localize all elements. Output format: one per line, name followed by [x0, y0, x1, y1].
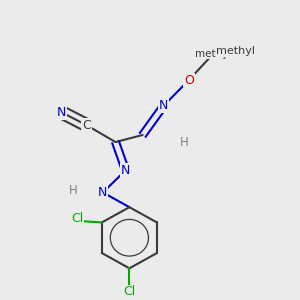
Text: O: O [184, 74, 194, 87]
Text: N: N [98, 186, 108, 199]
Text: methyl: methyl [211, 53, 216, 54]
Text: methyl: methyl [216, 46, 255, 56]
Text: N: N [159, 99, 169, 112]
Text: N: N [57, 106, 66, 119]
Text: H: H [180, 136, 188, 149]
Text: Cl: Cl [123, 285, 136, 298]
Text: N: N [121, 164, 130, 177]
Text: methyl: methyl [215, 52, 220, 54]
Text: H: H [68, 184, 77, 197]
Text: Cl: Cl [71, 212, 83, 225]
Text: C: C [82, 118, 91, 132]
Text: methyl: methyl [195, 49, 232, 59]
Text: methyl: methyl [211, 53, 216, 54]
